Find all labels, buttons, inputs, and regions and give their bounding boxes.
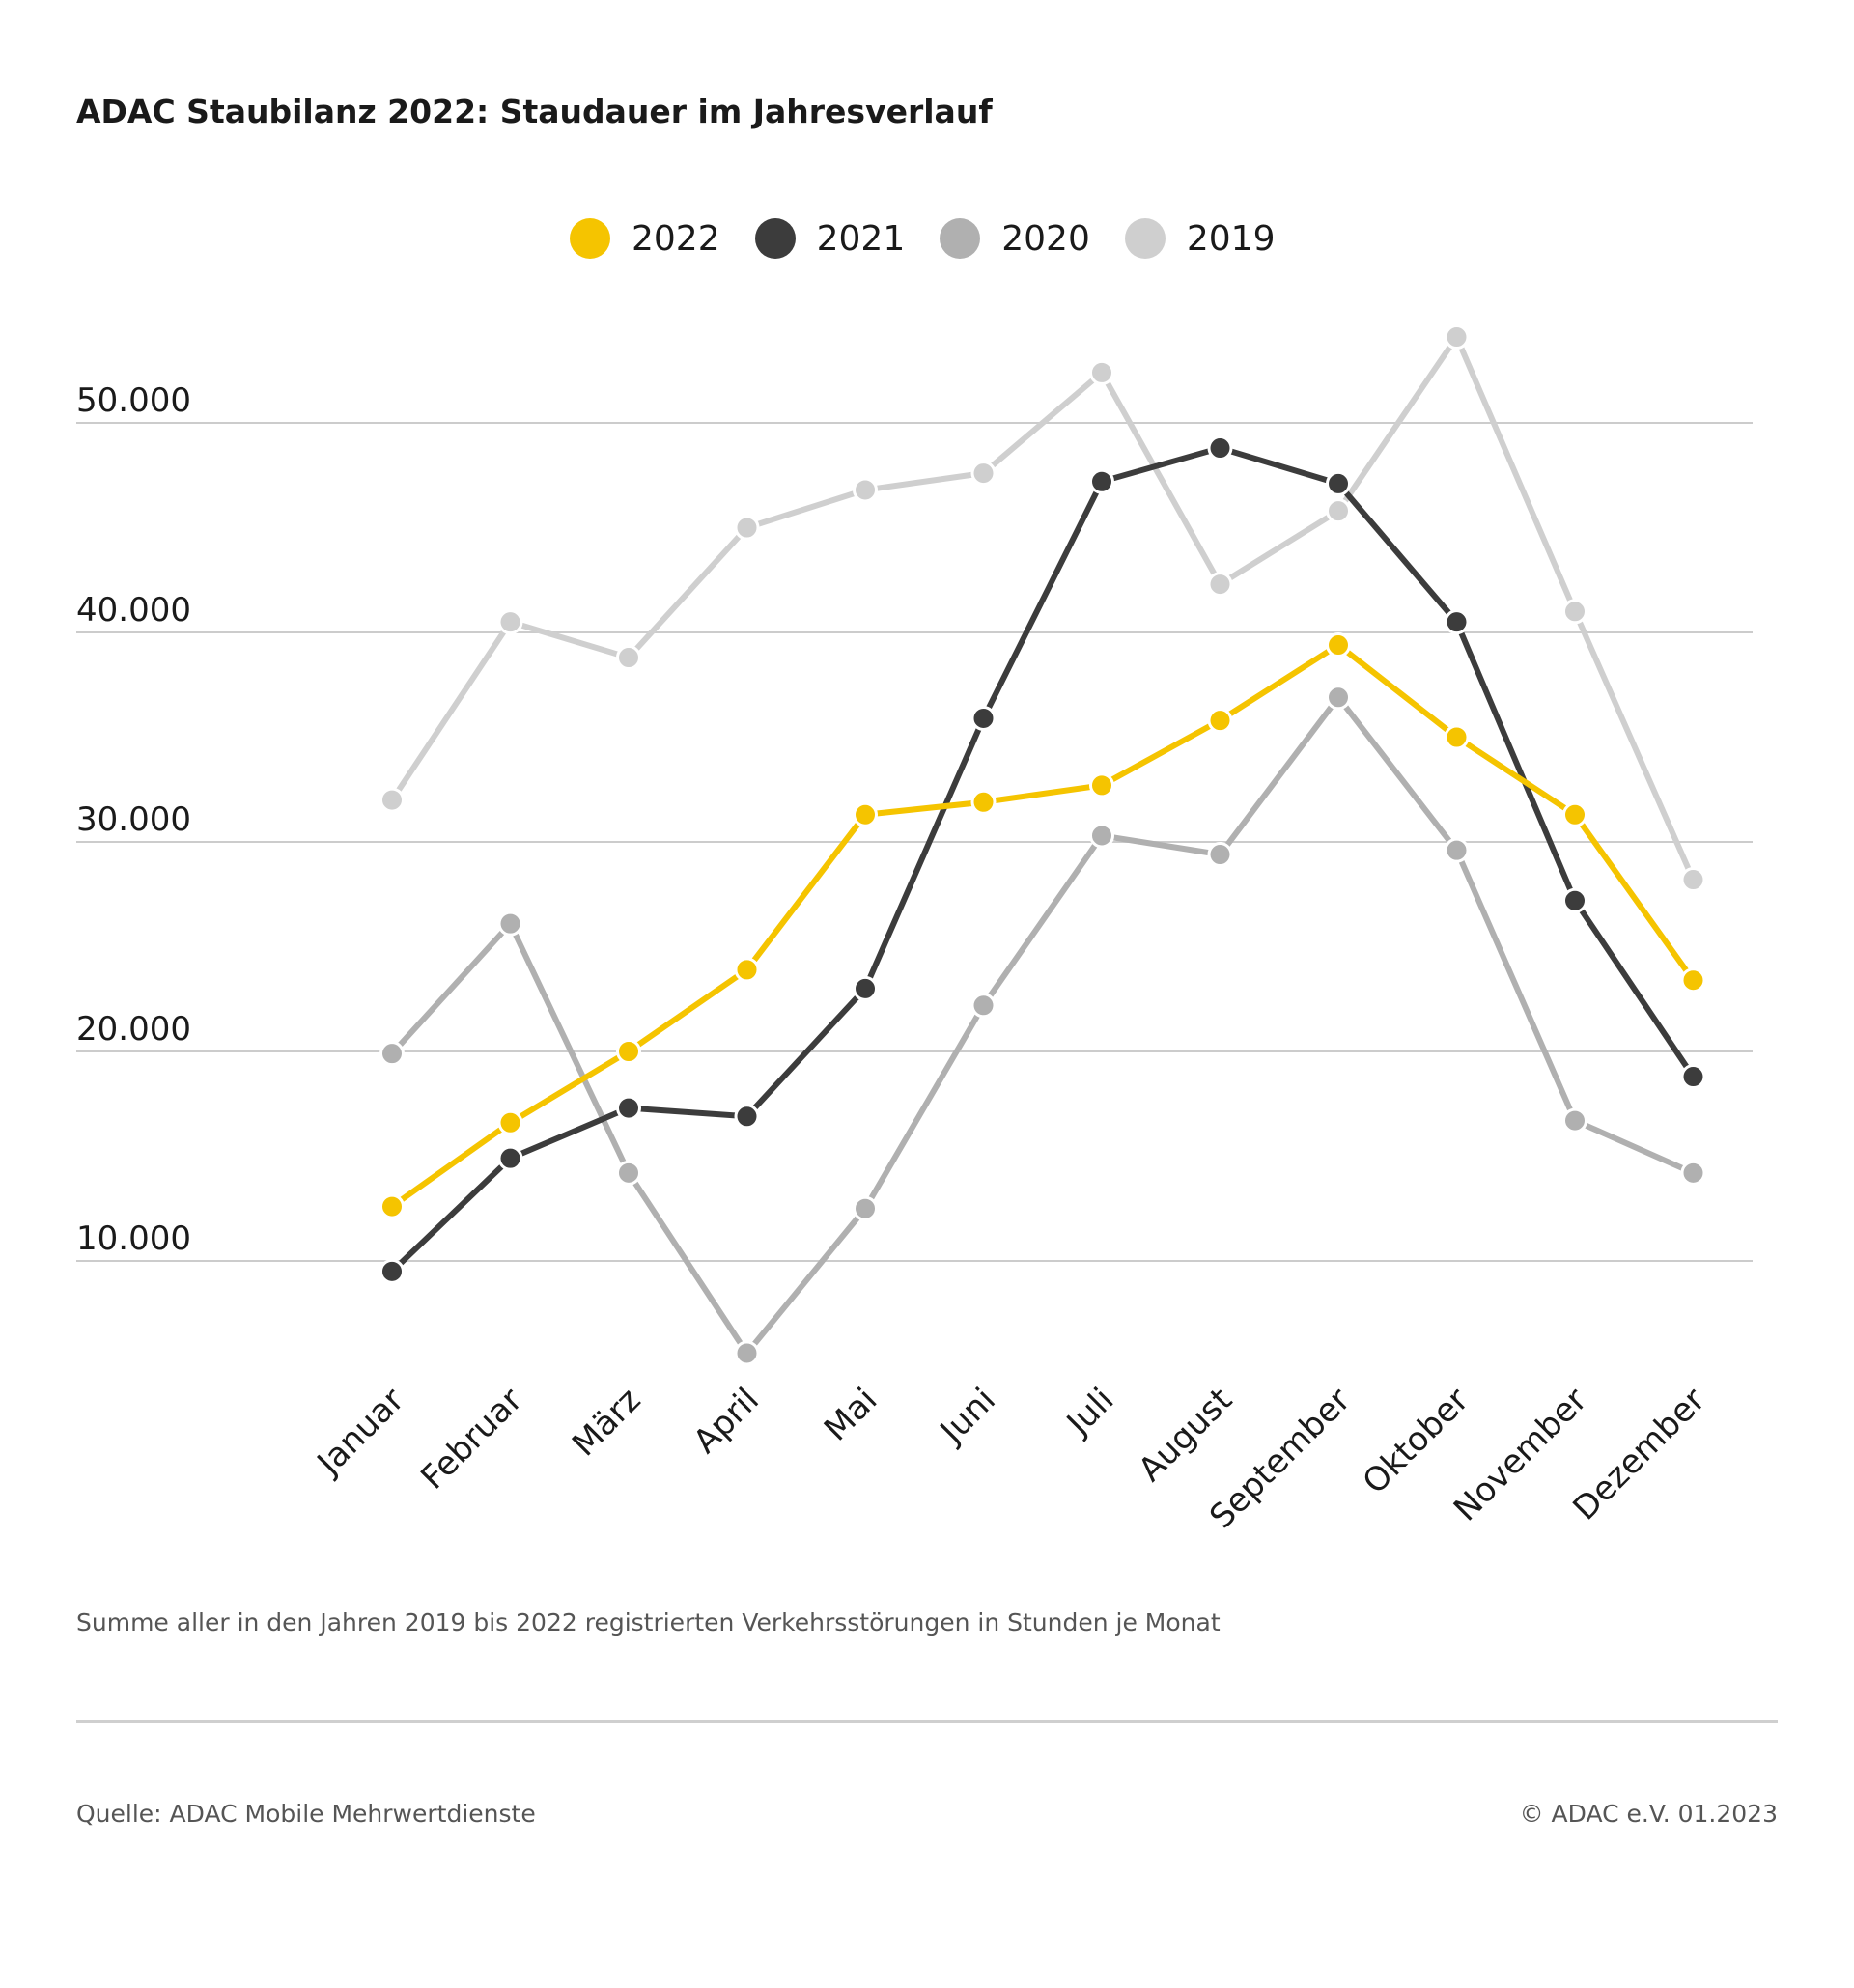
y-tick-label: 40.000 [76, 591, 191, 630]
chart-subtitle: Summe aller in den Jahren 2019 bis 2022 … [76, 1609, 1221, 1637]
data-point-2019 [1562, 599, 1587, 625]
chart-title: ADAC Staubilanz 2022: Staudauer im Jahre… [76, 93, 993, 130]
legend-label-2022: 2022 [632, 218, 720, 259]
data-point-2022 [1562, 801, 1587, 827]
data-point-2020 [1089, 823, 1114, 849]
data-point-2021 [970, 705, 997, 731]
data-point-2019 [1207, 572, 1233, 598]
series-2021 [379, 435, 1706, 1284]
legend-label-2020: 2020 [1001, 218, 1090, 259]
data-point-2019 [853, 477, 878, 503]
data-point-2021 [1207, 435, 1233, 462]
data-point-2019 [1326, 498, 1351, 524]
y-tick-label: 20.000 [76, 1010, 191, 1049]
data-point-2019 [1089, 359, 1114, 385]
line-chart: 10.000 20.000 30.000 40.000 50.000 Januar Feb… [76, 324, 1753, 1536]
series-line-2021 [389, 445, 1697, 1274]
data-point-2021 [734, 1104, 760, 1130]
x-axis-ticks: Januar Februar März April Mai Juni Juli AugustS… [309, 1381, 1713, 1536]
data-point-2022 [853, 801, 878, 827]
series-line-2019 [389, 334, 1697, 883]
grid-layer [76, 422, 1753, 1262]
series-line-2020 [389, 694, 1697, 1357]
x-tick-label: August [1131, 1381, 1239, 1489]
data-point-2022 [1444, 724, 1470, 750]
data-point-2021 [379, 1258, 405, 1284]
x-tick-label: Januar [309, 1381, 412, 1484]
footer-divider [76, 1720, 1778, 1723]
legend-item-2020: 2020 [940, 218, 1090, 259]
data-point-2020 [1207, 842, 1233, 868]
x-tick-label: März [565, 1381, 648, 1464]
data-point-2021 [1680, 1064, 1706, 1090]
series-2022 [379, 632, 1706, 1219]
data-point-2020 [1326, 685, 1351, 711]
legend-marker-2019 [1124, 218, 1166, 259]
legend-marker-2020 [940, 218, 981, 259]
data-point-2019 [1680, 867, 1706, 893]
legend-item-2019: 2019 [1124, 218, 1276, 259]
data-point-2019 [734, 515, 760, 541]
x-tick-label: April [687, 1381, 767, 1461]
y-axis-ticks: 10.000 20.000 30.000 40.000 50.000 [76, 381, 191, 1258]
data-point-2021 [497, 1145, 523, 1171]
series-layer [379, 324, 1706, 1366]
x-tick-label: Februar [413, 1381, 530, 1498]
data-point-2019 [1444, 324, 1470, 350]
data-point-2021 [1562, 887, 1587, 913]
legend: 2022 2021 2020 2019 [570, 218, 1310, 259]
data-point-2022 [497, 1109, 523, 1135]
data-point-2020 [1444, 837, 1470, 863]
data-point-2022 [970, 789, 997, 815]
data-point-2019 [379, 787, 405, 813]
data-point-2021 [853, 975, 878, 1001]
copyright-note: © ADAC e.V. 01.2023 [1519, 1800, 1778, 1828]
legend-marker-2021 [754, 218, 796, 259]
data-point-2020 [734, 1340, 760, 1366]
data-point-2020 [853, 1195, 878, 1221]
data-point-2019 [970, 461, 997, 487]
data-point-2020 [616, 1160, 641, 1186]
series-line-2022 [389, 642, 1697, 1210]
x-tick-label: Juni [932, 1381, 1003, 1452]
data-point-2020 [379, 1041, 405, 1067]
data-point-2022 [1089, 772, 1114, 798]
data-point-2022 [1326, 632, 1351, 658]
data-point-2020 [497, 910, 523, 937]
y-tick-label: 30.000 [76, 800, 191, 839]
data-point-2021 [1444, 609, 1470, 635]
legend-label-2019: 2019 [1186, 218, 1276, 259]
data-point-2022 [734, 957, 760, 983]
y-tick-label: 10.000 [76, 1219, 191, 1258]
data-point-2021 [616, 1095, 641, 1121]
data-point-2022 [1680, 967, 1706, 994]
legend-marker-2022 [570, 218, 610, 259]
series-2020 [379, 685, 1706, 1366]
data-point-2020 [1680, 1160, 1706, 1186]
data-point-2019 [497, 609, 523, 635]
data-point-2020 [970, 993, 997, 1019]
y-tick-label: 50.000 [76, 381, 191, 420]
data-point-2022 [379, 1193, 405, 1219]
legend-label-2021: 2021 [816, 218, 906, 259]
legend-item-2022: 2022 [570, 218, 720, 259]
data-point-2022 [1207, 708, 1233, 734]
legend-item-2021: 2021 [754, 218, 906, 259]
data-point-2020 [1562, 1107, 1587, 1134]
data-point-2021 [1326, 470, 1351, 496]
x-tick-label: Mai [817, 1381, 885, 1448]
data-point-2022 [616, 1039, 641, 1064]
x-tick-label: Oktober [1356, 1381, 1476, 1501]
x-tick-label: Juli [1058, 1381, 1121, 1443]
data-point-2021 [1089, 468, 1114, 494]
series-2019 [379, 324, 1706, 893]
data-point-2019 [616, 645, 641, 671]
source-note: Quelle: ADAC Mobile Mehrwertdienste [76, 1800, 536, 1828]
